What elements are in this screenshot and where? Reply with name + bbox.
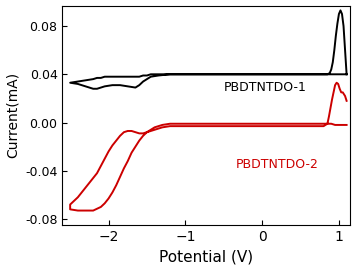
Text: PBDTNTDO-2: PBDTNTDO-2 (235, 158, 318, 171)
Text: PBDTNTDO-1: PBDTNTDO-1 (224, 81, 307, 94)
Y-axis label: Current(mA): Current(mA) (6, 72, 20, 158)
X-axis label: Potential (V): Potential (V) (159, 249, 253, 264)
